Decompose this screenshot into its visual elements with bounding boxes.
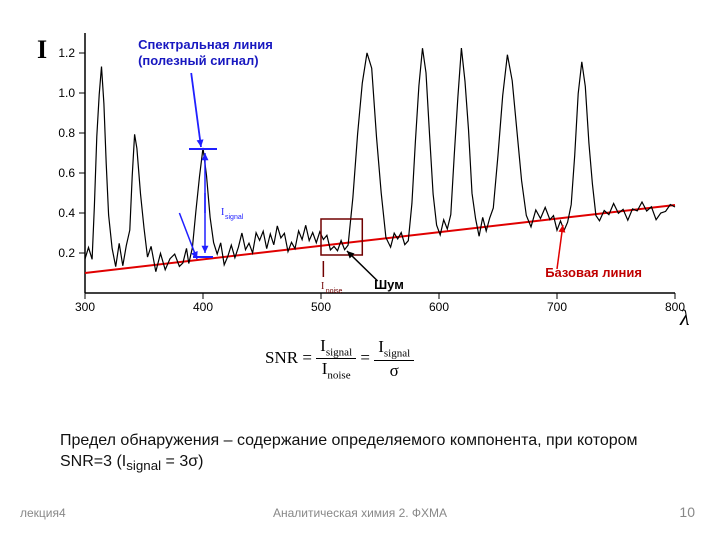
svg-text:600: 600 (429, 300, 449, 314)
svg-text:1.0: 1.0 (58, 86, 75, 100)
svg-text:Спектральная линия: Спектральная линия (138, 37, 273, 52)
page-number: 10 (679, 504, 695, 520)
svg-text:0.2: 0.2 (58, 246, 75, 260)
svg-text:I: I (321, 281, 324, 292)
svg-text:700: 700 (547, 300, 567, 314)
caption-line1: Предел обнаружения – содержание определя… (60, 432, 638, 449)
chart-svg: 0.20.40.60.81.01.2300400500600700800λIno… (30, 28, 690, 338)
svg-text:I: I (221, 207, 224, 218)
formula-lhs: SNR (265, 348, 298, 367)
fraction-2: Isignal σ (374, 337, 414, 380)
svg-text:Шум: Шум (374, 277, 404, 292)
svg-text:(полезный сигнал): (полезный сигнал) (138, 53, 258, 68)
snr-formula: SNR = Isignal Inoise = Isignal σ (265, 336, 414, 382)
svg-text:Базовая линия: Базовая линия (545, 265, 642, 280)
svg-text:λ: λ (679, 305, 690, 330)
svg-text:signal: signal (225, 214, 244, 221)
fraction-1: Isignal Inoise (316, 336, 356, 382)
svg-text:0.6: 0.6 (58, 166, 75, 180)
svg-text:noise: noise (326, 288, 343, 295)
svg-text:500: 500 (311, 300, 331, 314)
chart: 0.20.40.60.81.01.2300400500600700800λIno… (30, 28, 690, 343)
footer-center: Аналитическая химия 2. ФХМА (0, 506, 720, 520)
svg-text:400: 400 (193, 300, 213, 314)
caption-line2a: SNR=3 (I (60, 453, 126, 470)
slide: I 0.20.40.60.81.01.2300400500600700800λI… (0, 0, 720, 540)
svg-text:1.2: 1.2 (58, 46, 75, 60)
svg-text:0.4: 0.4 (58, 206, 75, 220)
svg-text:300: 300 (75, 300, 95, 314)
svg-text:0.8: 0.8 (58, 126, 75, 140)
caption: Предел обнаружения – содержание определя… (60, 430, 660, 476)
